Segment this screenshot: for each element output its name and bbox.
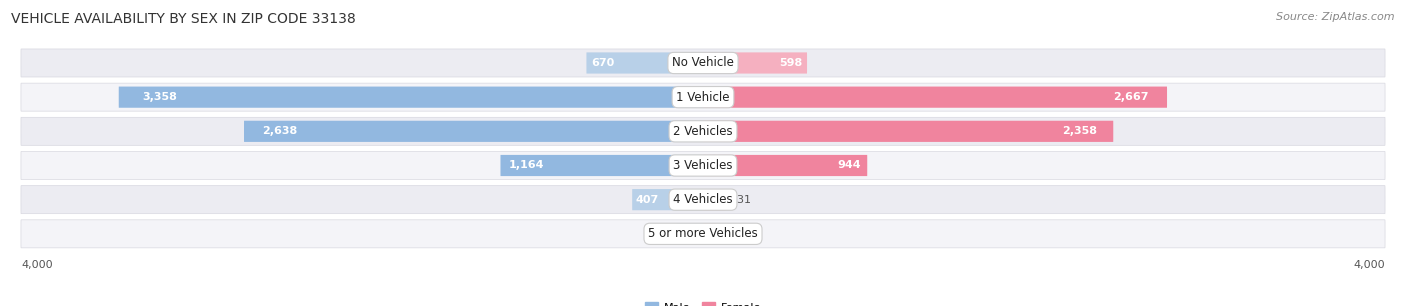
Text: 407: 407 [636, 195, 658, 205]
FancyBboxPatch shape [703, 155, 868, 176]
Text: 152: 152 [650, 229, 671, 239]
Text: 3 Vehicles: 3 Vehicles [673, 159, 733, 172]
Text: 131: 131 [731, 195, 752, 205]
FancyBboxPatch shape [703, 87, 1167, 108]
Text: 944: 944 [837, 160, 860, 170]
Text: 598: 598 [780, 58, 803, 68]
Text: 4,000: 4,000 [1354, 260, 1385, 271]
FancyBboxPatch shape [586, 52, 703, 73]
Text: 2,667: 2,667 [1114, 92, 1149, 102]
FancyBboxPatch shape [21, 83, 1385, 111]
Text: 5 or more Vehicles: 5 or more Vehicles [648, 227, 758, 240]
FancyBboxPatch shape [703, 121, 1114, 142]
FancyBboxPatch shape [676, 223, 703, 244]
Text: 2,638: 2,638 [263, 126, 298, 136]
FancyBboxPatch shape [118, 87, 703, 108]
Text: 1 Vehicle: 1 Vehicle [676, 91, 730, 104]
Text: 2,358: 2,358 [1062, 126, 1097, 136]
Text: 1,164: 1,164 [509, 160, 544, 170]
Text: 4 Vehicles: 4 Vehicles [673, 193, 733, 206]
FancyBboxPatch shape [21, 49, 1385, 77]
FancyBboxPatch shape [633, 189, 703, 210]
FancyBboxPatch shape [21, 117, 1385, 145]
Text: 2 Vehicles: 2 Vehicles [673, 125, 733, 138]
Text: 670: 670 [591, 58, 614, 68]
Text: Source: ZipAtlas.com: Source: ZipAtlas.com [1277, 12, 1395, 22]
FancyBboxPatch shape [703, 189, 725, 210]
FancyBboxPatch shape [703, 52, 807, 73]
FancyBboxPatch shape [21, 220, 1385, 248]
Text: VEHICLE AVAILABILITY BY SEX IN ZIP CODE 33138: VEHICLE AVAILABILITY BY SEX IN ZIP CODE … [11, 12, 356, 26]
FancyBboxPatch shape [703, 223, 716, 244]
FancyBboxPatch shape [21, 186, 1385, 214]
Text: 72: 72 [721, 229, 735, 239]
FancyBboxPatch shape [501, 155, 703, 176]
Text: No Vehicle: No Vehicle [672, 57, 734, 69]
FancyBboxPatch shape [245, 121, 703, 142]
Text: 4,000: 4,000 [21, 260, 52, 271]
Text: 3,358: 3,358 [142, 92, 177, 102]
Legend: Male, Female: Male, Female [641, 297, 765, 306]
FancyBboxPatch shape [21, 151, 1385, 180]
